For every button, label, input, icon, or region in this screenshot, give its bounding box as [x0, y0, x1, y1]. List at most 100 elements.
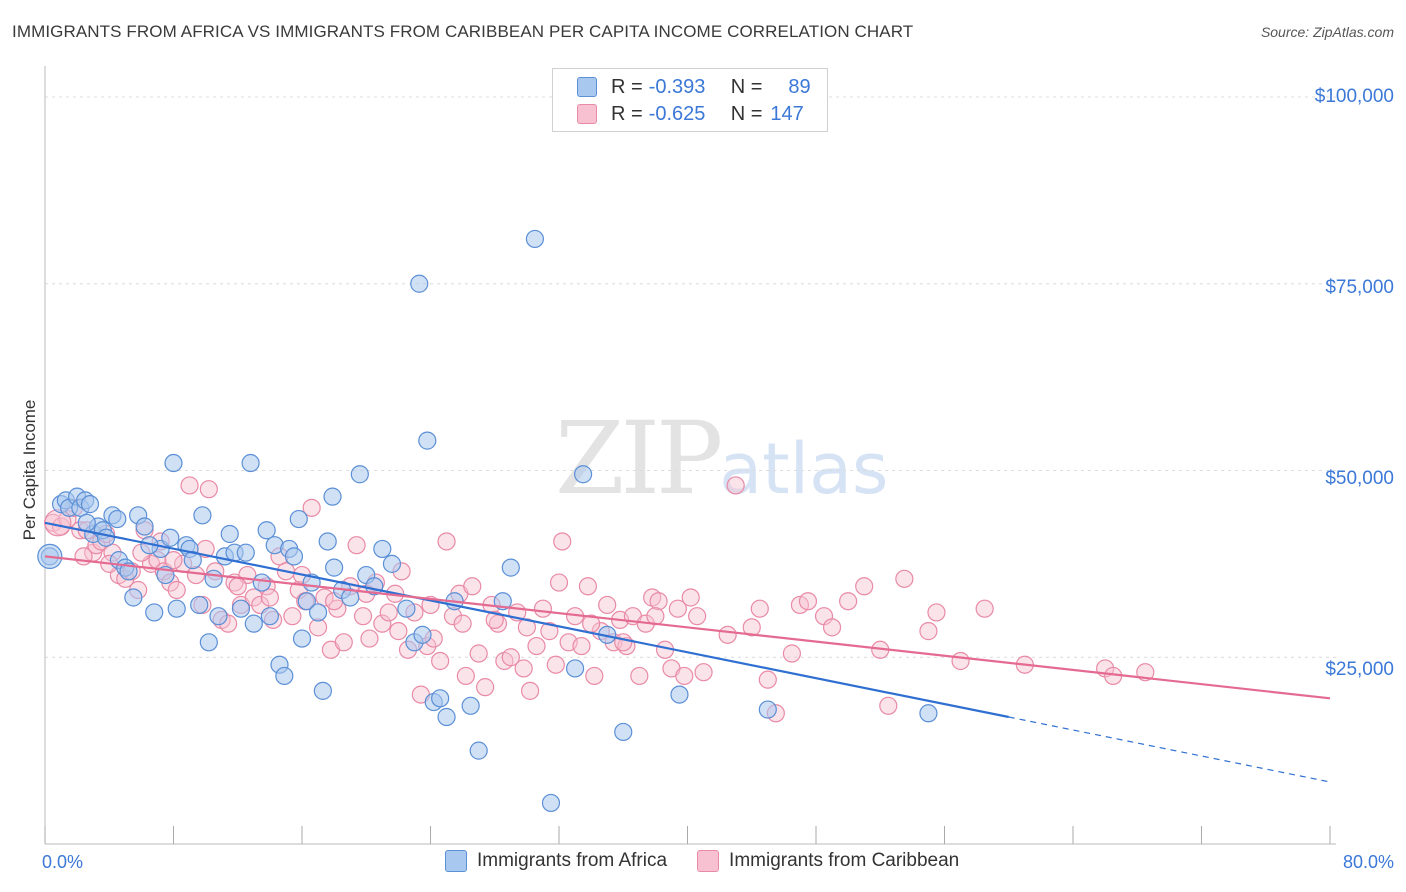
africa-point — [204, 569, 223, 588]
caribbean-point — [527, 636, 546, 656]
africa-point — [565, 659, 585, 678]
y-tick-75000: $75,000 — [1325, 277, 1394, 298]
caribbean-point — [572, 636, 591, 656]
caribbean-point — [879, 696, 898, 715]
africa-point — [541, 793, 561, 813]
legend-item-caribbean[interactable]: Immigrants from Caribbean — [697, 850, 959, 872]
caribbean-point — [758, 670, 777, 689]
legend-row-africa: R = -0.393 N = 89 — [577, 75, 811, 99]
africa-point — [325, 558, 344, 577]
africa-point — [292, 629, 312, 648]
legend-label-africa: Immigrants from Africa — [477, 850, 668, 871]
caribbean-swatch — [577, 104, 597, 124]
correlation-legend: R = -0.393 N = 89 R = -0.625 N = 147 — [552, 68, 828, 132]
caribbean-point — [453, 614, 472, 633]
caribbean-point — [630, 666, 649, 686]
axes — [44, 66, 1336, 845]
caribbean-point — [614, 633, 633, 652]
africa-point — [341, 588, 360, 607]
caribbean-point — [668, 599, 687, 618]
africa-point — [108, 509, 127, 529]
africa-trend-extension — [1008, 716, 1331, 783]
africa-point — [614, 722, 633, 742]
caribbean-point — [549, 573, 569, 592]
caribbean-point — [167, 580, 186, 600]
caribbean-point — [540, 622, 559, 641]
africa-point — [167, 599, 186, 618]
caribbean-point — [514, 659, 533, 678]
caribbean-point — [360, 629, 379, 648]
africa-point — [437, 707, 456, 727]
caribbean-point — [598, 595, 617, 615]
caribbean-point — [520, 681, 540, 700]
caribbean-point — [501, 648, 520, 667]
caribbean-point — [283, 607, 302, 626]
africa-point — [257, 521, 276, 540]
caribbean-point — [585, 666, 604, 686]
africa-swatch — [445, 850, 467, 872]
caribbean-point — [476, 678, 495, 697]
africa-point — [573, 465, 593, 484]
africa-point — [77, 513, 96, 532]
caribbean-swatch — [697, 850, 720, 872]
caribbean-point — [485, 610, 504, 630]
caribbean-point — [463, 577, 482, 596]
source-label: Source: ZipAtlas.com — [1260, 24, 1394, 40]
caribbean-point — [782, 644, 802, 663]
caribbean-point — [353, 607, 373, 626]
caribbean-point — [180, 476, 199, 495]
caribbean-point — [726, 476, 745, 495]
r-label: R = — [611, 102, 643, 125]
africa-point — [670, 685, 689, 704]
africa-point — [244, 614, 263, 633]
africa-point — [297, 592, 316, 611]
africa-point — [236, 543, 255, 562]
caribbean-point — [431, 651, 450, 671]
legend-label-caribbean: Immigrants from Caribbean — [729, 850, 960, 871]
africa-point — [231, 599, 251, 618]
africa-point — [124, 588, 143, 607]
legend-item-africa[interactable]: Immigrants from Africa — [445, 850, 667, 872]
caribbean-point — [456, 666, 475, 686]
africa-point — [209, 607, 228, 626]
africa-point — [350, 465, 369, 484]
africa-point — [501, 558, 520, 577]
africa-point — [135, 517, 154, 536]
caribbean-point — [975, 599, 994, 618]
africa-point — [275, 666, 294, 686]
caribbean-point — [260, 588, 279, 607]
caribbean-point — [199, 480, 218, 499]
caribbean-point — [553, 532, 572, 551]
caribbean-point — [469, 644, 488, 663]
africa-point — [410, 274, 429, 293]
africa-point — [260, 607, 279, 626]
caribbean-point — [244, 588, 263, 607]
caribbean-point — [389, 622, 408, 641]
africa-point — [308, 603, 328, 622]
trend-lines — [44, 521, 1331, 783]
caribbean-point — [855, 577, 874, 596]
africa-point — [199, 633, 218, 652]
y-axis-label: Per Capita Income — [20, 399, 39, 541]
africa-point — [397, 599, 416, 618]
africa-point — [161, 528, 180, 547]
series-legend: Immigrants from Africa Immigrants from C… — [445, 850, 989, 872]
africa-point — [241, 453, 260, 473]
caribbean-point — [718, 625, 737, 644]
africa-point — [418, 431, 437, 450]
africa-point — [758, 700, 777, 719]
caribbean-point — [839, 592, 858, 611]
caribbean-point — [379, 603, 398, 622]
africa-point — [313, 681, 332, 700]
africa-point — [80, 495, 100, 514]
africa-point — [145, 603, 164, 622]
y-tick-25000: $25,000 — [1325, 659, 1394, 680]
caribbean-point — [302, 498, 321, 517]
africa-point — [323, 487, 342, 506]
caribbean-point — [675, 666, 694, 686]
caribbean-point — [334, 633, 353, 652]
legend-row-caribbean: R = -0.625 N = 147 — [577, 102, 804, 126]
caribbean-point — [578, 577, 598, 596]
africa-swatch — [577, 77, 597, 97]
